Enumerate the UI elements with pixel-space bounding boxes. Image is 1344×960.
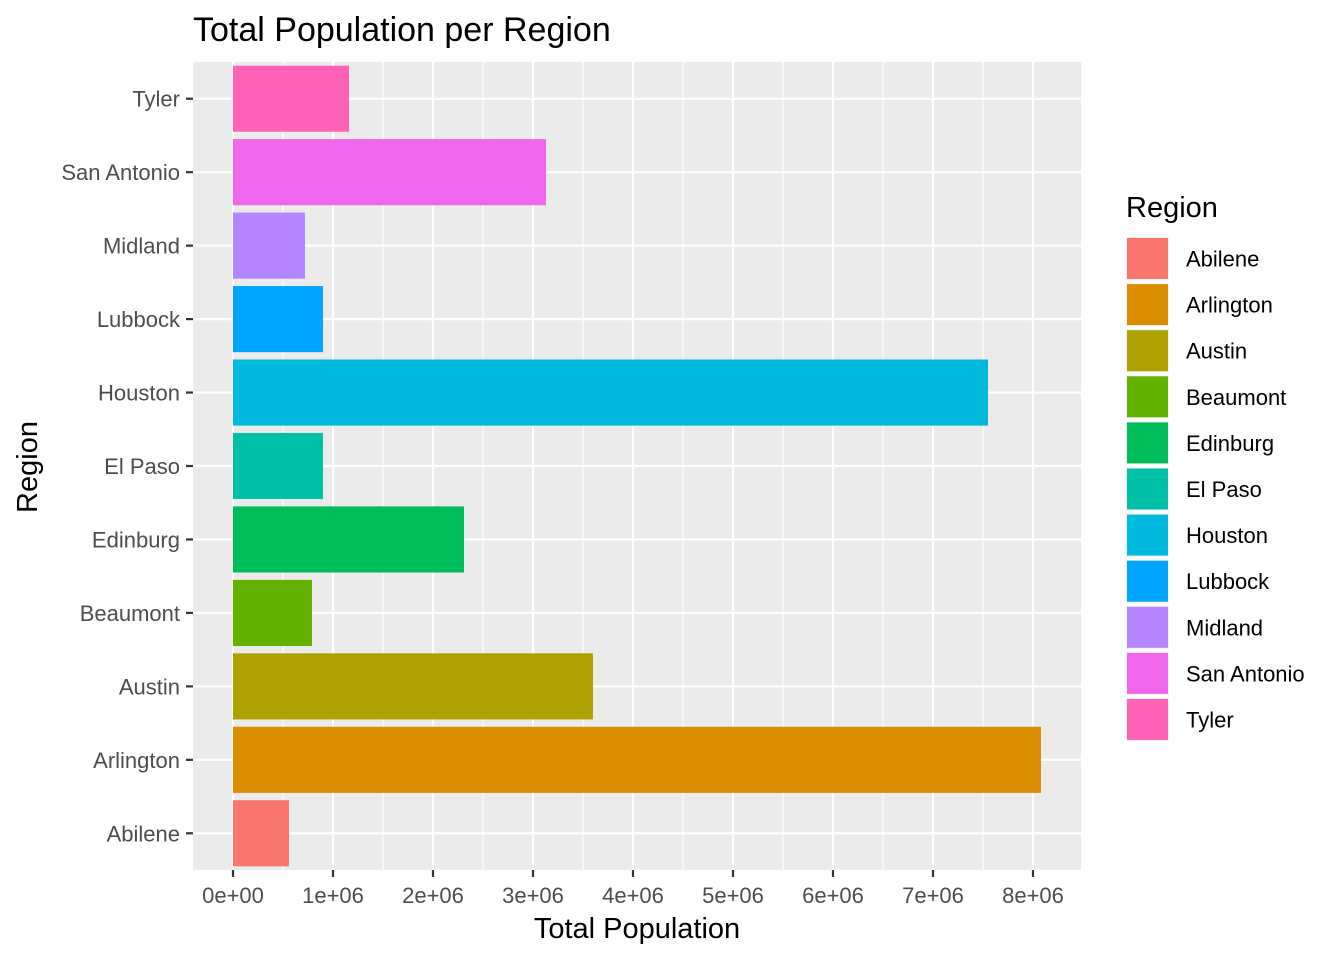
y-tick-label: Edinburg (92, 527, 180, 552)
y-tick-label: Lubbock (97, 307, 181, 332)
y-tick-label: San Antonio (61, 160, 180, 185)
legend-items: Abilene Arlington Austin Beaumont Edinburg El… (1126, 237, 1305, 741)
legend-label: Lubbock (1186, 569, 1270, 594)
legend-swatch (1127, 468, 1168, 510)
bars (233, 65, 1041, 867)
legend-swatch (1127, 238, 1168, 279)
y-tick-label: Beaumont (80, 601, 180, 626)
x-tick-label: 3e+06 (502, 883, 564, 908)
y-tick-label: Arlington (93, 748, 180, 773)
legend-swatch (1127, 422, 1168, 464)
legend-title: Region (1126, 192, 1218, 224)
legend-swatch (1127, 560, 1168, 602)
legend-label: Midland (1186, 615, 1263, 640)
x-tick-label: 7e+06 (902, 883, 964, 908)
legend-swatch (1127, 699, 1168, 740)
x-tick-label: 6e+06 (802, 883, 864, 908)
x-tick-label: 4e+06 (602, 883, 664, 908)
legend-label: Beaumont (1186, 385, 1286, 410)
legend-swatch (1127, 284, 1168, 326)
legend-label: Edinburg (1186, 431, 1274, 456)
y-axis: Abilene Arlington Austin Beaumont Edinburg El… (61, 87, 193, 846)
bar-midland (233, 212, 305, 279)
bar-el-paso (233, 432, 323, 500)
y-tick-label: El Paso (104, 454, 180, 479)
chart-title: Total Population per Region (193, 11, 611, 49)
x-axis: 0e+00 1e+06 2e+06 3e+06 4e+06 5e+06 6e+06 7e+06… (202, 870, 1064, 908)
legend-swatch (1127, 514, 1168, 556)
bar-houston (233, 359, 988, 426)
bar-beaumont (233, 579, 312, 646)
y-tick-label: Tyler (132, 87, 180, 112)
bar-austin (233, 653, 593, 720)
y-tick-label: Austin (119, 674, 180, 699)
y-tick-label: Abilene (107, 821, 180, 846)
legend-label: Houston (1186, 523, 1268, 548)
bar-arlington (233, 726, 1041, 793)
bar-san-antonio (233, 139, 546, 206)
x-tick-label: 2e+06 (402, 883, 464, 908)
y-axis-title: Region (12, 421, 44, 513)
y-tick-label: Midland (103, 234, 180, 259)
legend-label: San Antonio (1186, 661, 1305, 686)
x-axis-title: Total Population (534, 913, 740, 945)
bar-lubbock (233, 286, 323, 353)
legend-swatch (1127, 606, 1168, 648)
bar-tyler (233, 65, 349, 132)
legend: Region Abilene Arlington Austin Beaumont Edi… (1126, 192, 1305, 741)
x-tick-label: 1e+06 (302, 883, 364, 908)
y-tick-label: Houston (98, 381, 180, 406)
x-tick-label: 5e+06 (702, 883, 764, 908)
bar-edinburg (233, 506, 464, 573)
x-tick-label: 8e+06 (1002, 883, 1064, 908)
legend-swatch (1127, 652, 1168, 694)
legend-label: Austin (1186, 339, 1247, 364)
bar-abilene (233, 800, 289, 867)
legend-label: Abilene (1186, 247, 1259, 272)
legend-label: Tyler (1186, 708, 1234, 733)
legend-swatch (1127, 330, 1168, 372)
legend-swatch (1127, 376, 1168, 418)
legend-label: Arlington (1186, 293, 1273, 318)
legend-label: El Paso (1186, 477, 1262, 502)
x-tick-label: 0e+00 (202, 883, 264, 908)
